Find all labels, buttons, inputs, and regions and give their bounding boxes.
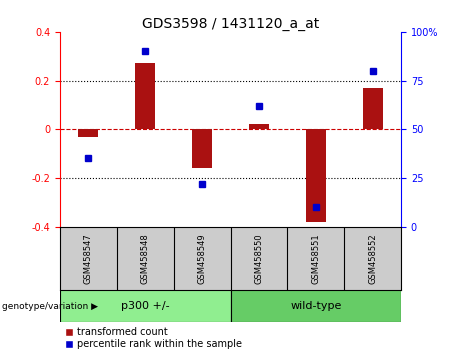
Text: GSM458549: GSM458549 — [198, 233, 207, 284]
Bar — [60, 290, 230, 322]
Text: GSM458547: GSM458547 — [84, 233, 93, 284]
Text: genotype/variation ▶: genotype/variation ▶ — [2, 302, 98, 311]
Text: p300 +/-: p300 +/- — [121, 301, 170, 311]
Bar — [249, 124, 269, 129]
Legend: transformed count, percentile rank within the sample: transformed count, percentile rank withi… — [65, 327, 242, 349]
Text: GSM458550: GSM458550 — [254, 233, 263, 284]
Bar — [306, 129, 326, 222]
Text: GSM458552: GSM458552 — [368, 233, 377, 284]
Text: GSM458548: GSM458548 — [141, 233, 150, 284]
Bar — [363, 88, 383, 129]
Bar — [78, 129, 98, 137]
Text: wild-type: wild-type — [290, 301, 342, 311]
Bar — [230, 290, 401, 322]
Bar — [135, 63, 155, 129]
Text: GSM458551: GSM458551 — [311, 233, 320, 284]
Bar — [192, 129, 212, 168]
Title: GDS3598 / 1431120_a_at: GDS3598 / 1431120_a_at — [142, 17, 319, 31]
